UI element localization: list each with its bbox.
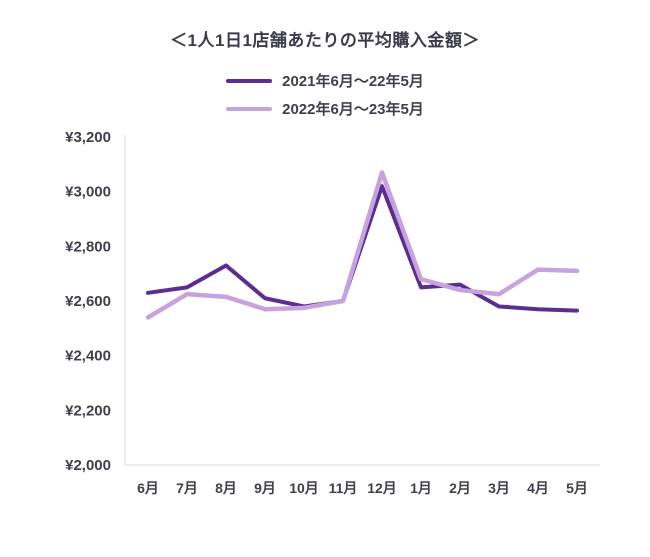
chart-title: ＜1人1日1店舗あたりの平均購入金額＞ bbox=[170, 31, 480, 50]
y-tick-label: ¥2,800 bbox=[65, 238, 111, 255]
x-tick-label: 8月 bbox=[215, 480, 237, 496]
x-tick-label: 9月 bbox=[254, 480, 276, 496]
x-tick-label: 11月 bbox=[329, 480, 358, 496]
series-line-0 bbox=[146, 184, 579, 313]
legend-item-2022: 2022年6月〜23年5月 bbox=[226, 98, 424, 119]
x-tick-label: 7月 bbox=[176, 480, 198, 496]
y-tick-label: ¥3,000 bbox=[65, 184, 111, 201]
x-tick-label: 4月 bbox=[527, 480, 549, 496]
x-tick-label: 1月 bbox=[410, 480, 432, 496]
x-tick-label: 2月 bbox=[449, 480, 471, 496]
y-tick-label: ¥2,400 bbox=[65, 348, 111, 365]
x-tick-label: 3月 bbox=[488, 480, 510, 496]
chart-legend-rows: 2021年6月〜22年5月 2022年6月〜23年5月 bbox=[226, 70, 424, 119]
y-tick-label: ¥2,000 bbox=[65, 457, 111, 474]
x-tick-label: 10月 bbox=[289, 480, 319, 496]
legend-line-swatch-2021 bbox=[226, 78, 273, 83]
legend-item-2021: 2021年6月〜22年5月 bbox=[226, 70, 424, 91]
series-line-1 bbox=[145, 170, 580, 320]
y-tick-label: ¥2,200 bbox=[65, 402, 111, 419]
x-tick-label: 5月 bbox=[566, 480, 588, 496]
legend-label-2021: 2021年6月〜22年5月 bbox=[282, 73, 424, 90]
legend-label-2022: 2022年6月〜23年5月 bbox=[282, 101, 424, 118]
y-tick-label: ¥2,600 bbox=[65, 293, 111, 310]
legend-line-swatch-2022 bbox=[226, 106, 273, 111]
x-tick-label: 6月 bbox=[137, 480, 159, 496]
y-tick-label: ¥3,200 bbox=[65, 129, 111, 146]
chart-legend: 2021年6月〜22年5月 2022年6月〜23年5月 bbox=[0, 70, 650, 119]
x-tick-label: 12月 bbox=[367, 480, 397, 496]
